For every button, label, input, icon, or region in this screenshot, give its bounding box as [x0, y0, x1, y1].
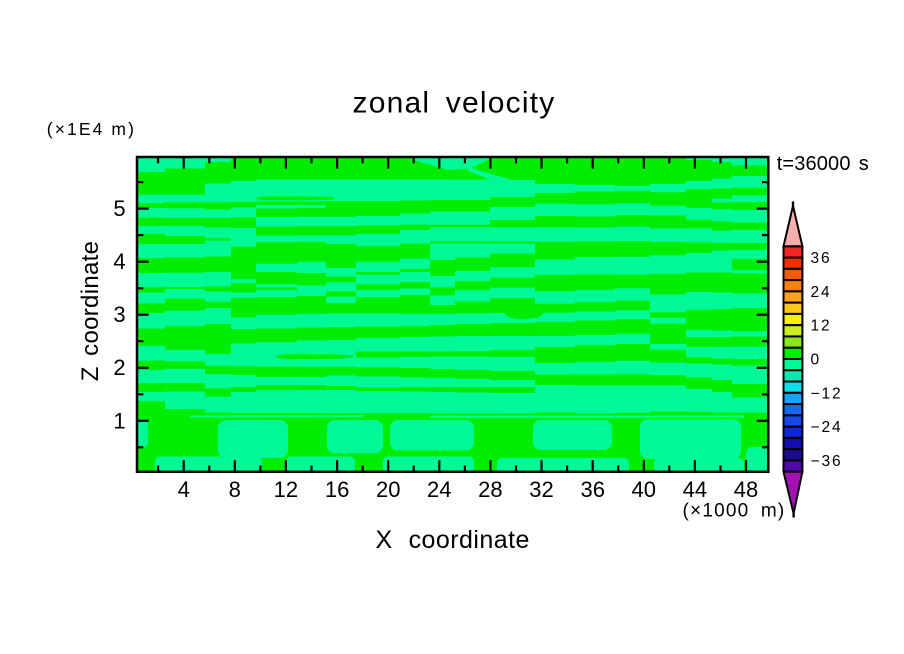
svg-text:−36: −36 — [811, 453, 843, 470]
svg-text:8: 8 — [229, 477, 241, 502]
svg-text:(×1E4 m): (×1E4 m) — [47, 119, 136, 139]
svg-text:2: 2 — [113, 355, 125, 380]
svg-text:−24: −24 — [811, 419, 843, 436]
svg-text:32: 32 — [529, 477, 553, 502]
svg-text:24: 24 — [811, 284, 832, 301]
svg-text:X coordinate: X coordinate — [376, 526, 530, 554]
svg-text:t=36000 s: t=36000 s — [777, 153, 869, 175]
svg-text:(×1000 m): (×1000 m) — [683, 501, 786, 522]
svg-text:48: 48 — [734, 477, 758, 502]
svg-text:4: 4 — [113, 249, 125, 274]
svg-text:44: 44 — [683, 477, 707, 502]
svg-text:−12: −12 — [811, 385, 843, 402]
svg-text:40: 40 — [632, 477, 656, 502]
svg-text:16: 16 — [325, 477, 349, 502]
svg-text:0: 0 — [811, 352, 822, 369]
svg-text:36: 36 — [580, 477, 604, 502]
svg-text:3: 3 — [113, 302, 125, 327]
svg-text:20: 20 — [376, 477, 400, 502]
svg-text:28: 28 — [478, 477, 502, 502]
svg-text:36: 36 — [811, 250, 832, 267]
svg-text:5: 5 — [113, 196, 125, 221]
svg-text:Z coordinate: Z coordinate — [77, 241, 104, 382]
svg-text:4: 4 — [178, 477, 190, 502]
svg-text:12: 12 — [811, 318, 832, 335]
svg-text:12: 12 — [274, 477, 298, 502]
svg-text:24: 24 — [427, 477, 451, 502]
svg-text:zonal velocity: zonal velocity — [353, 87, 556, 120]
svg-text:1: 1 — [113, 408, 125, 433]
